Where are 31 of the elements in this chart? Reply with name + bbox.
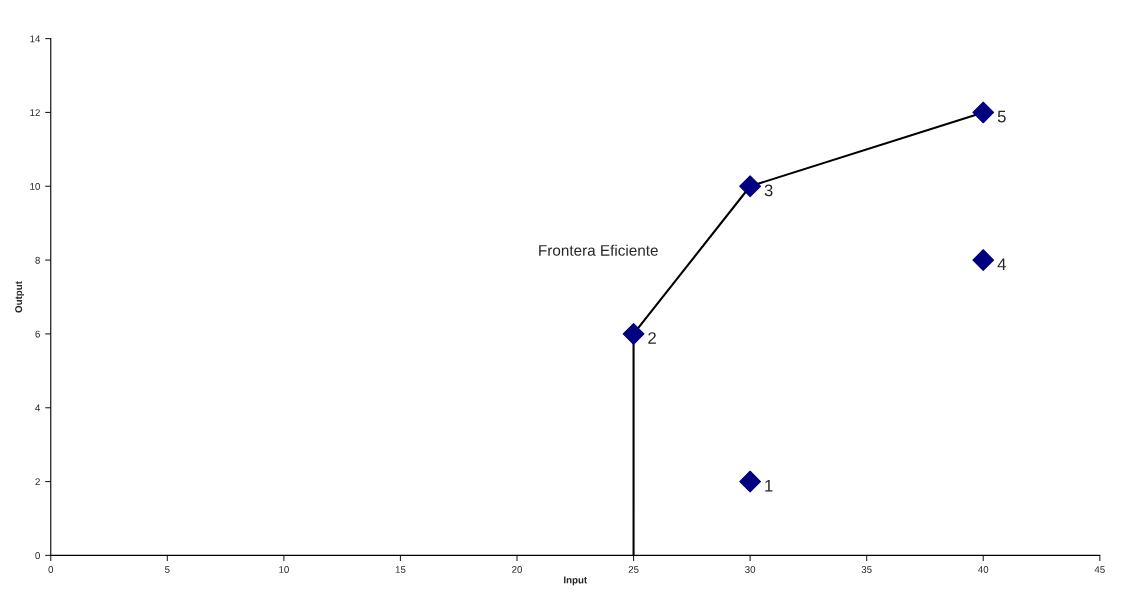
point: [972, 249, 995, 271]
x-tick-label: 45: [1094, 566, 1105, 573]
x-axis-title: Input: [564, 576, 588, 586]
point: [739, 175, 762, 198]
x-tick-label: 10: [279, 566, 289, 573]
y-tick-label: 10: [30, 183, 40, 190]
y-tick-label: 14: [30, 35, 41, 43]
y-axis-title: Output: [15, 281, 24, 313]
annotation: 4: [997, 258, 1006, 270]
x-tick-label: 30: [745, 566, 756, 573]
y-tick-label: 12: [30, 109, 40, 116]
y-tick-label: 6: [35, 330, 40, 338]
y-tick-label: 2: [35, 478, 40, 486]
annotation: 2: [648, 332, 656, 344]
x-tick-label: 35: [861, 566, 872, 573]
point: [622, 323, 645, 345]
point: [972, 101, 995, 124]
annotation: Frontera Eficiente: [539, 244, 658, 256]
x-tick-label: 0: [48, 566, 54, 573]
annotation: 3: [764, 184, 773, 197]
y-tick-label: 4: [35, 404, 41, 412]
x-tick-label: 40: [978, 566, 989, 573]
x-tick-label: 20: [512, 566, 523, 573]
x-tick-label: 25: [628, 566, 639, 573]
y-tick-label: 8: [35, 256, 40, 264]
x-tick-label: 5: [165, 566, 170, 573]
y-tick-label: 0: [35, 552, 40, 560]
x-tick-label: 15: [395, 566, 406, 573]
annotation: 5: [997, 110, 1006, 123]
annotation: 1: [765, 479, 773, 492]
point: [739, 470, 762, 493]
